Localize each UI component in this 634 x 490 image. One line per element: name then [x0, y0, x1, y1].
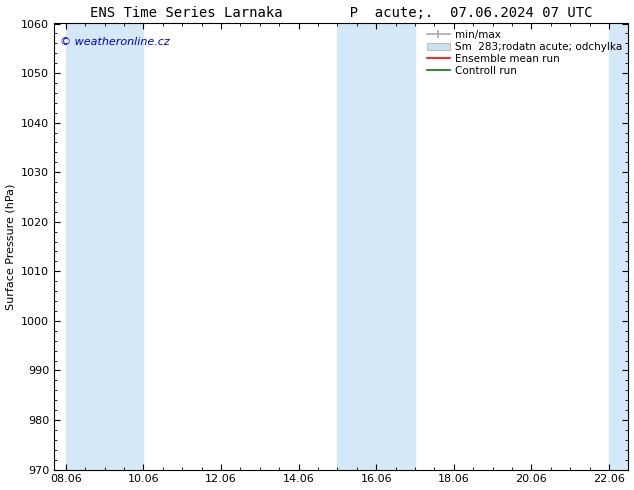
Bar: [105, 24, 143, 469]
Title: ENS Time Series Larnaka        P  acute;.  07.06.2024 07 UTC: ENS Time Series Larnaka P acute;. 07.06.…: [90, 5, 593, 20]
Y-axis label: Surface Pressure (hPa): Surface Pressure (hPa): [6, 183, 16, 310]
Bar: [66, 24, 105, 469]
Bar: [376, 24, 415, 469]
Text: © weatheronline.cz: © weatheronline.cz: [60, 37, 169, 47]
Bar: [337, 24, 376, 469]
Bar: [609, 24, 634, 469]
Legend: min/max, Sm  283;rodatn acute; odchylka, Ensemble mean run, Controll run: min/max, Sm 283;rodatn acute; odchylka, …: [423, 25, 626, 80]
